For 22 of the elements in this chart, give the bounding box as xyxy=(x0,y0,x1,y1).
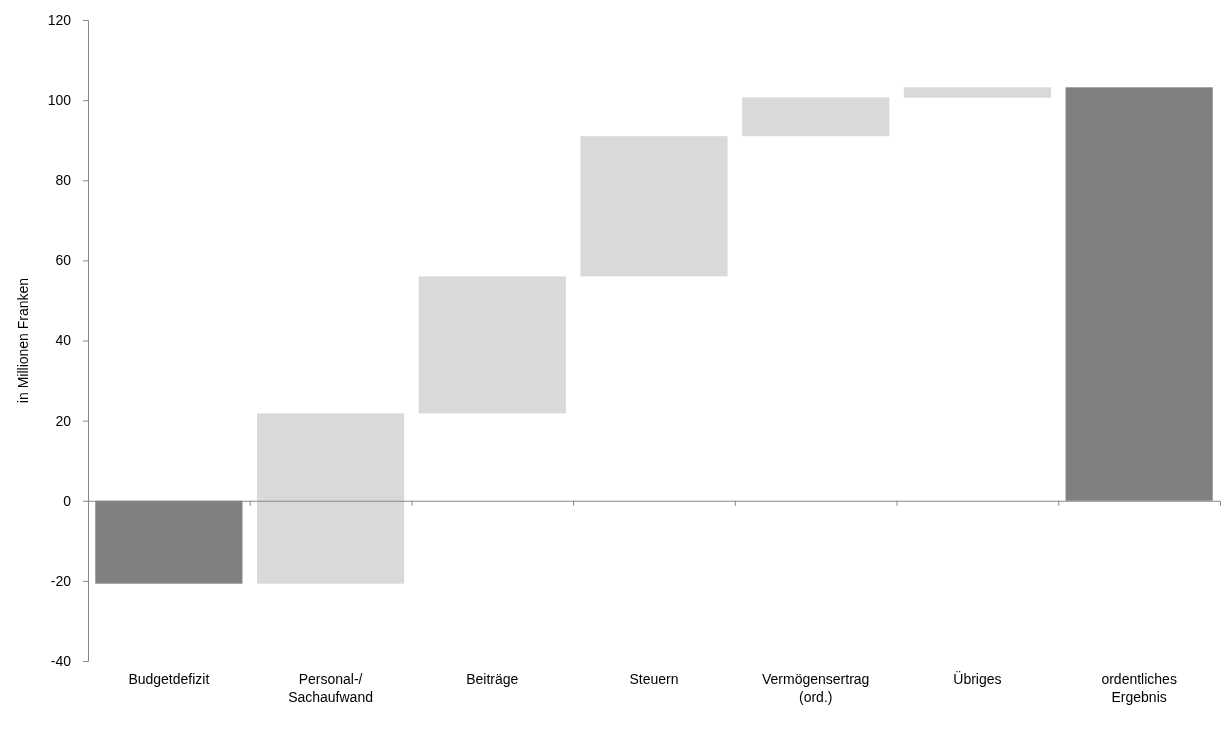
y-axis-title: in Millionen Franken xyxy=(15,277,31,404)
y-tick-label: 40 xyxy=(55,332,72,349)
y-tick-label: 0 xyxy=(63,492,72,509)
y-tick-label: -20 xyxy=(50,572,72,589)
x-tick-label: Steuern xyxy=(629,671,679,687)
x-tick-label: Beiträge xyxy=(466,671,519,687)
bar xyxy=(418,276,566,414)
bar xyxy=(742,97,890,137)
bar xyxy=(580,136,728,277)
y-tick-label: 120 xyxy=(47,11,72,28)
x-tick-label: Übriges xyxy=(953,670,1002,687)
y-tick-label: -40 xyxy=(50,652,72,669)
x-tick-label: Vermögensertrag (ord.) xyxy=(762,671,870,705)
x-tick-label: ordentliches Ergebnis xyxy=(1101,671,1177,705)
y-tick-label: 80 xyxy=(55,172,72,189)
x-tick-label: Personal-/ Sachaufwand xyxy=(288,671,373,705)
bar xyxy=(256,413,405,584)
y-tick-label: 100 xyxy=(47,92,72,109)
y-tick-label: 60 xyxy=(55,252,72,269)
y-tick-label: 20 xyxy=(55,412,72,429)
x-tick-label: Budgetdefizit xyxy=(128,671,210,687)
bar xyxy=(903,87,1052,98)
